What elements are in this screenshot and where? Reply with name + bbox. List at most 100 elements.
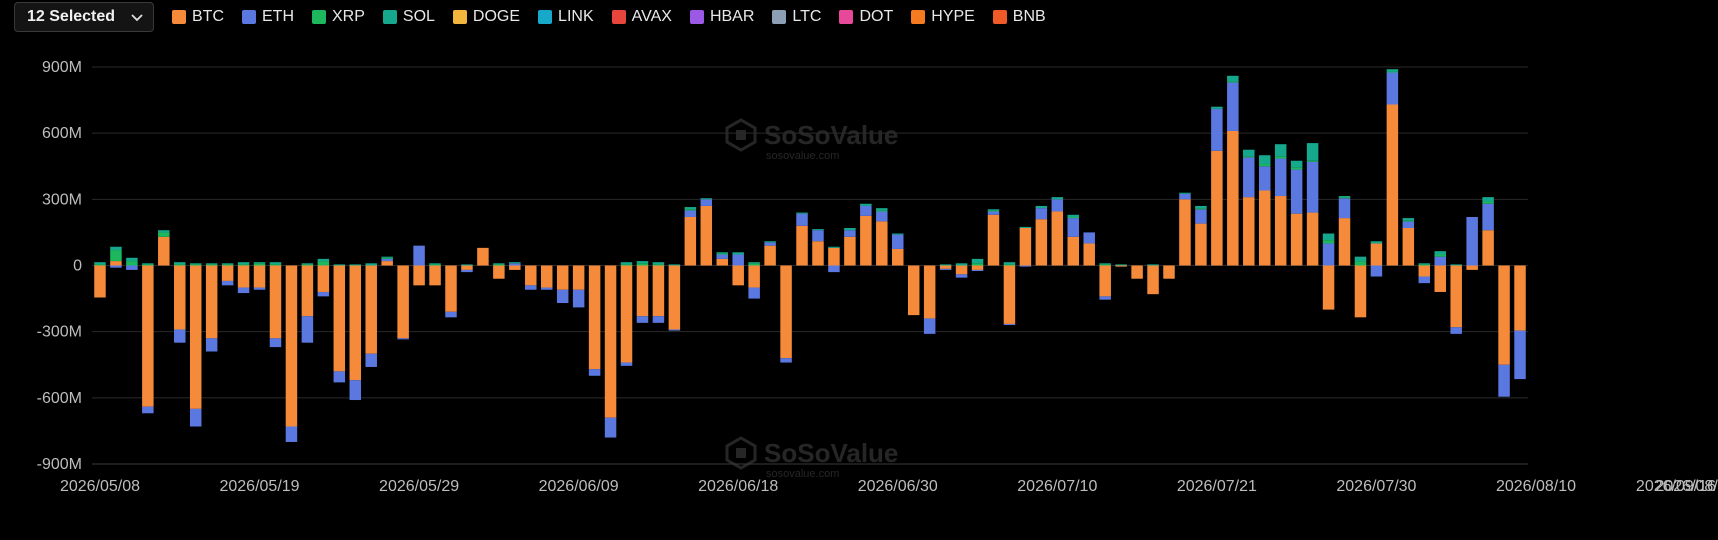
bar-btc-53[interactable]: [939, 265, 952, 269]
bar-sol-21[interactable]: [429, 263, 441, 265]
bar-xrp-79[interactable]: [1354, 261, 1367, 266]
bar-eth-2[interactable]: [126, 265, 138, 270]
bar-btc-61[interactable]: [1067, 236, 1080, 266]
bar-btc-34[interactable]: [636, 265, 649, 317]
bar-xrp-25[interactable]: [493, 264, 505, 266]
asset-selector-dropdown[interactable]: 12 Selected: [14, 2, 154, 32]
bar-btc-23[interactable]: [461, 265, 473, 270]
bar-eth-27[interactable]: [525, 285, 537, 290]
bar-btc-20[interactable]: [413, 265, 425, 286]
bar-eth-61[interactable]: [1067, 218, 1080, 237]
bar-btc-88[interactable]: [1498, 265, 1510, 365]
bar-sol-8[interactable]: [221, 263, 234, 265]
bar-btc-19[interactable]: [397, 265, 409, 339]
bar-xrp-61[interactable]: [1067, 216, 1080, 219]
bar-btc-73[interactable]: [1258, 190, 1271, 266]
bar-btc-62[interactable]: [1083, 243, 1095, 266]
bar-eth-31[interactable]: [588, 369, 601, 376]
bar-eth-41[interactable]: [748, 287, 760, 299]
bar-btc-12[interactable]: [285, 265, 298, 427]
bar-xrp-83[interactable]: [1418, 264, 1431, 266]
bar-xrp-0[interactable]: [94, 264, 106, 266]
bar-xrp-55[interactable]: [971, 263, 984, 266]
bar-btc-60[interactable]: [1051, 211, 1064, 266]
bar-btc-78[interactable]: [1338, 218, 1351, 266]
bar-eth-17[interactable]: [365, 353, 377, 367]
bar-xrp-82[interactable]: [1402, 220, 1415, 222]
bar-btc-44[interactable]: [796, 225, 808, 266]
bar-btc-84[interactable]: [1434, 265, 1446, 292]
bar-eth-18[interactable]: [381, 258, 393, 262]
bar-xrp-76[interactable]: [1306, 160, 1319, 162]
bar-sol-77[interactable]: [1322, 233, 1335, 241]
bar-sol-9[interactable]: [237, 262, 250, 265]
bar-btc-39[interactable]: [716, 258, 728, 266]
bar-btc-86[interactable]: [1466, 265, 1478, 270]
bar-btc-10[interactable]: [253, 265, 266, 288]
bar-btc-32[interactable]: [604, 265, 617, 418]
bar-btc-6[interactable]: [189, 265, 202, 409]
bar-btc-37[interactable]: [684, 216, 697, 266]
bar-sol-63[interactable]: [1099, 263, 1111, 265]
bar-btc-26[interactable]: [509, 265, 521, 270]
bar-sol-34[interactable]: [636, 261, 649, 264]
legend-item-link[interactable]: LINK: [538, 8, 594, 26]
bar-sol-1[interactable]: [110, 246, 122, 251]
bar-btc-27[interactable]: [525, 265, 537, 286]
bar-eth-49[interactable]: [876, 211, 888, 222]
bar-sol-40[interactable]: [732, 252, 744, 255]
bar-sol-10[interactable]: [253, 262, 266, 264]
bar-xrp-73[interactable]: [1258, 164, 1271, 167]
bar-xrp-69[interactable]: [1195, 208, 1207, 210]
legend-item-xrp[interactable]: XRP: [312, 8, 365, 26]
bar-btc-85[interactable]: [1450, 265, 1462, 328]
bar-btc-48[interactable]: [860, 215, 872, 266]
bar-sol-55[interactable]: [971, 258, 984, 264]
bar-eth-70[interactable]: [1211, 108, 1223, 151]
bar-eth-54[interactable]: [955, 274, 968, 278]
bar-eth-23[interactable]: [461, 269, 473, 273]
bar-eth-56[interactable]: [987, 211, 1000, 215]
bar-sol-64[interactable]: [1115, 264, 1127, 266]
bar-xrp-21[interactable]: [429, 264, 441, 266]
bar-sol-74[interactable]: [1274, 144, 1287, 157]
bar-eth-38[interactable]: [700, 199, 713, 206]
bar-sol-75[interactable]: [1290, 160, 1303, 168]
bar-btc-41[interactable]: [748, 265, 760, 288]
bar-eth-76[interactable]: [1306, 161, 1319, 213]
bar-eth-58[interactable]: [1019, 265, 1032, 267]
bar-sol-53[interactable]: [939, 264, 952, 266]
bar-sol-68[interactable]: [1179, 192, 1191, 194]
bar-eth-87[interactable]: [1482, 203, 1494, 231]
bar-eth-36[interactable]: [668, 329, 681, 331]
bar-sol-23[interactable]: [461, 264, 473, 266]
bar-btc-87[interactable]: [1482, 230, 1494, 266]
bar-eth-81[interactable]: [1386, 72, 1399, 105]
bar-eth-69[interactable]: [1195, 209, 1207, 224]
bar-xrp-8[interactable]: [221, 264, 234, 266]
bar-sol-46[interactable]: [828, 246, 840, 248]
bar-eth-84[interactable]: [1434, 256, 1446, 266]
bar-btc-31[interactable]: [588, 265, 601, 370]
bar-xrp-77[interactable]: [1322, 240, 1335, 244]
bar-sol-69[interactable]: [1195, 205, 1207, 209]
bar-btc-43[interactable]: [780, 265, 792, 359]
bar-xrp-72[interactable]: [1243, 156, 1255, 158]
bar-sol-49[interactable]: [876, 208, 888, 211]
bar-xrp-3[interactable]: [142, 264, 154, 266]
bar-sol-42[interactable]: [764, 241, 776, 243]
bar-btc-57[interactable]: [1003, 265, 1016, 324]
bar-xrp-4[interactable]: [158, 232, 170, 237]
bar-btc-52[interactable]: [923, 265, 936, 319]
bar-btc-42[interactable]: [764, 245, 776, 266]
bar-eth-74[interactable]: [1274, 158, 1287, 197]
bar-sol-54[interactable]: [955, 263, 968, 266]
bar-eth-11[interactable]: [269, 338, 282, 348]
bar-sol-35[interactable]: [652, 262, 665, 265]
legend-item-bnb[interactable]: BNB: [992, 8, 1046, 26]
bar-eth-39[interactable]: [716, 254, 728, 259]
bar-eth-73[interactable]: [1258, 166, 1271, 191]
bar-eth-50[interactable]: [892, 234, 904, 249]
bar-btc-75[interactable]: [1290, 213, 1303, 266]
bar-xrp-49[interactable]: [876, 210, 888, 212]
